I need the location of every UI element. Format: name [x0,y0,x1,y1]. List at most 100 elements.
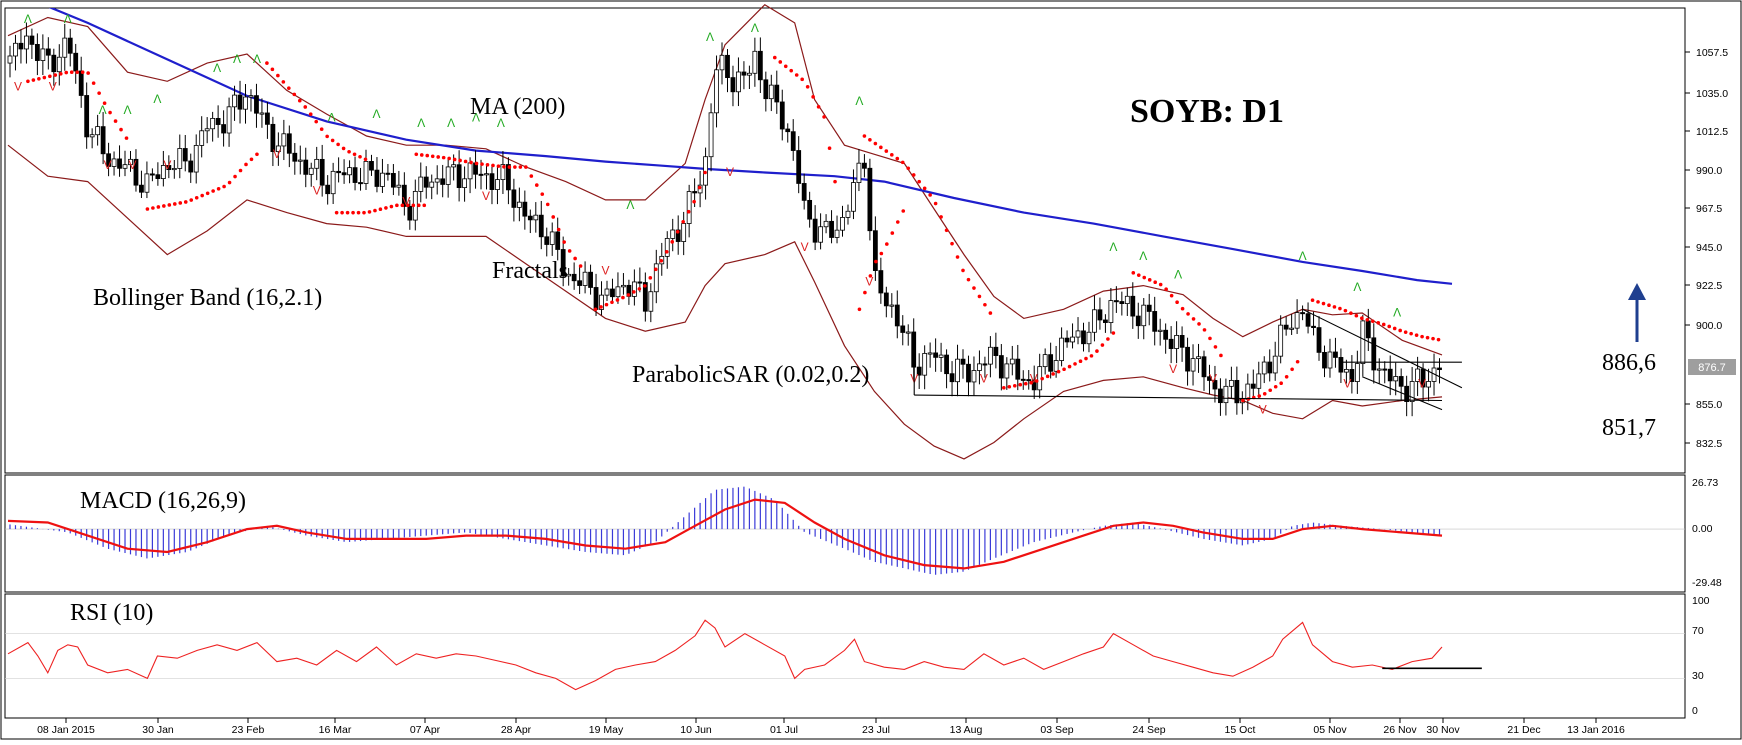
date-tick-label: 28 Apr [501,724,532,736]
candle-bear [221,124,226,134]
sar-dot [800,77,804,82]
sar-dot [430,154,435,159]
sar-dot [697,185,702,190]
sar-dot [1295,359,1300,364]
sar-dot [1018,382,1023,387]
sar-dot [463,159,468,164]
sar-dot [868,137,872,142]
sar-dot [1370,319,1375,324]
sar-dot [480,162,484,166]
sar-dot [1268,388,1273,393]
rsi-tick-label: 100 [1692,595,1710,607]
sar-dot [1056,369,1061,374]
fractal-down-icon: V [49,79,57,93]
sar-dot [363,157,368,162]
fractal-up-icon: Λ [497,116,505,130]
sar-dot [336,142,340,147]
rsi-series [5,619,1685,691]
candle-bear [522,201,528,217]
sar-dot [287,86,291,90]
sar-dot [58,71,63,76]
sar-dot [827,146,832,150]
candle-bear [1152,311,1158,332]
sar-dot [983,302,987,307]
fractal-down-icon: V [726,165,734,179]
bollinger-bands [7,3,1443,460]
candle-bear [34,44,40,61]
trendlines [913,308,1463,411]
sar-dot [113,119,118,123]
candle-bull [1223,385,1229,404]
fractal-up-icon: Λ [1393,306,1401,320]
sar-dot [972,286,976,290]
sar-dot [1197,322,1201,326]
macd-tick-label: -29.48 [1692,577,1722,589]
candle-bear [1207,376,1212,381]
sar-dot [102,101,107,105]
candle-bull [89,134,95,138]
date-tick-label: 30 Nov [1426,724,1460,736]
sar-dot [255,152,259,157]
candle-bear [966,363,971,383]
sar-dot [556,227,561,232]
sar-dot [1392,326,1397,331]
candle-bull [193,145,199,173]
sar-dot [1376,321,1381,325]
rsi-tick-label: 70 [1692,625,1704,637]
candle-bear [1097,309,1103,321]
date-tick-label: 26 Nov [1383,724,1417,736]
sar-dot [648,276,653,280]
sar-dot [637,287,642,291]
candle-bull [1228,379,1234,387]
fractal-down-icon: V [801,240,809,254]
sar-dot [895,220,900,224]
candle-bear [133,158,139,186]
sar-dot [928,193,932,197]
sar-dot [1029,380,1034,385]
sar-dot [1208,336,1212,341]
sar-dot [26,79,30,84]
axis-labels: 1057.5 1035.0 1012.5 990.0 967.5 945.0 922.5 90… [37,47,1728,736]
sar-dot [615,298,620,302]
price-tick-label: 855.0 [1696,399,1722,411]
candle-bull [1086,331,1092,345]
resistance-level-label: 886,6 [1602,350,1656,376]
sar-dot [1425,335,1430,340]
candle-bear [319,158,325,186]
fractal-down-icon: V [1418,377,1426,391]
sar-dot [411,203,416,208]
sar-dot [1219,353,1223,358]
candle-bull [566,273,572,277]
candle-bear [812,218,818,243]
sar-dot [1257,394,1262,398]
fractal-up-icon: Λ [99,103,107,117]
candle-bull [533,214,539,221]
sar-dot [1067,364,1072,369]
sar-dot [1436,337,1441,342]
candle-bear [1300,312,1305,315]
sar-dot [167,203,172,207]
candle-bear [637,281,643,284]
candle-bear [801,183,807,201]
fractal-down-icon: V [1030,371,1038,385]
candle-bull [40,48,46,61]
fractal-up-icon: Λ [64,12,72,26]
candle-bull [199,130,205,146]
candle-bull [418,176,424,192]
sar-dot [653,267,658,272]
sar-dot [37,77,41,81]
candle-bear [1234,379,1240,404]
sar-dot [1284,375,1289,379]
trendline [1302,308,1463,389]
fractal-down-icon: V [601,264,609,278]
candle-bear [106,153,111,167]
sar-dot [873,141,878,146]
candle-bear [538,214,544,238]
sar-dot [901,209,906,213]
sar-dot [518,165,523,169]
sar-dot [194,195,199,200]
candle-bull [714,69,719,114]
sar-dot [789,68,794,73]
sar-dot [64,70,69,75]
candle-bear [790,131,796,151]
